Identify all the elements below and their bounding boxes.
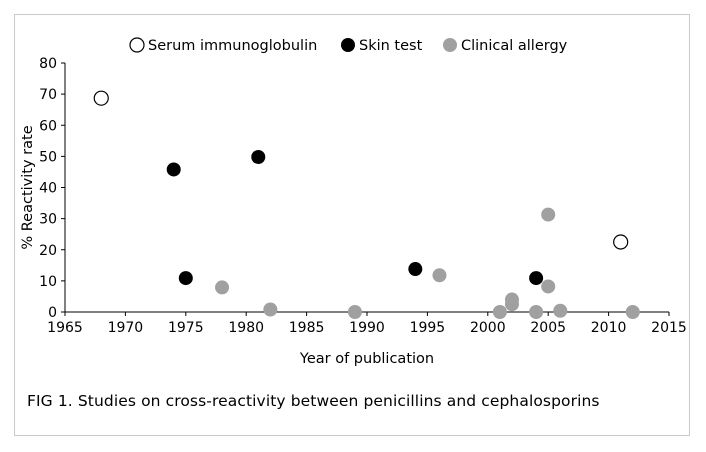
- data-point: [625, 305, 640, 319]
- data-point: [251, 149, 266, 164]
- data-point: [541, 279, 556, 294]
- scatter-chart: Serum immunoglobulin Skin test Clinical al…: [20, 37, 687, 367]
- y-tick-label: 30: [39, 212, 57, 228]
- data-point: [504, 292, 519, 307]
- data-point: [492, 305, 507, 319]
- y-tick-label: 20: [39, 243, 57, 259]
- data-point: [432, 268, 447, 283]
- data-point: [408, 262, 423, 277]
- legend-label: Skin test: [359, 38, 423, 54]
- data-point: [553, 303, 568, 318]
- legend-marker: [341, 38, 355, 52]
- y-tick-label: 10: [39, 274, 57, 290]
- data-point: [541, 207, 556, 222]
- data-point: [529, 271, 544, 286]
- chart-legend: Serum immunoglobulin Skin test Clinical al…: [129, 37, 568, 54]
- data-point: [166, 162, 181, 177]
- data-point: [347, 305, 362, 319]
- x-tick-label: 1985: [289, 320, 325, 336]
- legend-marker: [443, 38, 457, 52]
- x-tick-label: 1970: [108, 320, 144, 336]
- x-tick-label: 1995: [410, 320, 446, 336]
- data-point: [178, 271, 193, 286]
- data-point: [215, 280, 230, 295]
- x-tick-label: 1975: [168, 320, 204, 336]
- x-tick-label: 2015: [651, 320, 687, 336]
- legend-marker: [129, 37, 145, 53]
- y-tick-label: 0: [48, 305, 57, 321]
- x-tick-label: 1965: [47, 320, 83, 336]
- y-tick-label: 60: [39, 118, 57, 134]
- x-tick-label: 1990: [349, 320, 385, 336]
- y-axis-title: % Reactivity rate: [20, 125, 36, 249]
- x-tick-label: 1980: [228, 320, 264, 336]
- figure-caption: FIG 1. Studies on cross-reactivity betwe…: [27, 392, 600, 410]
- x-tick-label: 2005: [530, 320, 566, 336]
- data-point: [263, 302, 278, 317]
- legend-label: Serum immunoglobulin: [148, 38, 317, 54]
- figure-frame: [14, 14, 690, 436]
- chart-points: [93, 90, 640, 319]
- x-axis-title: Year of publication: [299, 351, 434, 367]
- x-tick-label: 2000: [470, 320, 506, 336]
- data-point: [613, 234, 629, 250]
- data-point: [529, 305, 544, 319]
- legend-label: Clinical allergy: [461, 38, 568, 54]
- data-point: [93, 90, 109, 106]
- chart-axes: 0 10 20 30 40 50 60 70 80 1965 1970 1975 1980 1985 199…: [20, 56, 687, 367]
- y-tick-label: 40: [39, 181, 57, 197]
- y-tick-label: 50: [39, 149, 57, 165]
- y-tick-label: 80: [39, 56, 57, 72]
- x-tick-label: 2010: [591, 320, 627, 336]
- y-tick-label: 70: [39, 87, 57, 103]
